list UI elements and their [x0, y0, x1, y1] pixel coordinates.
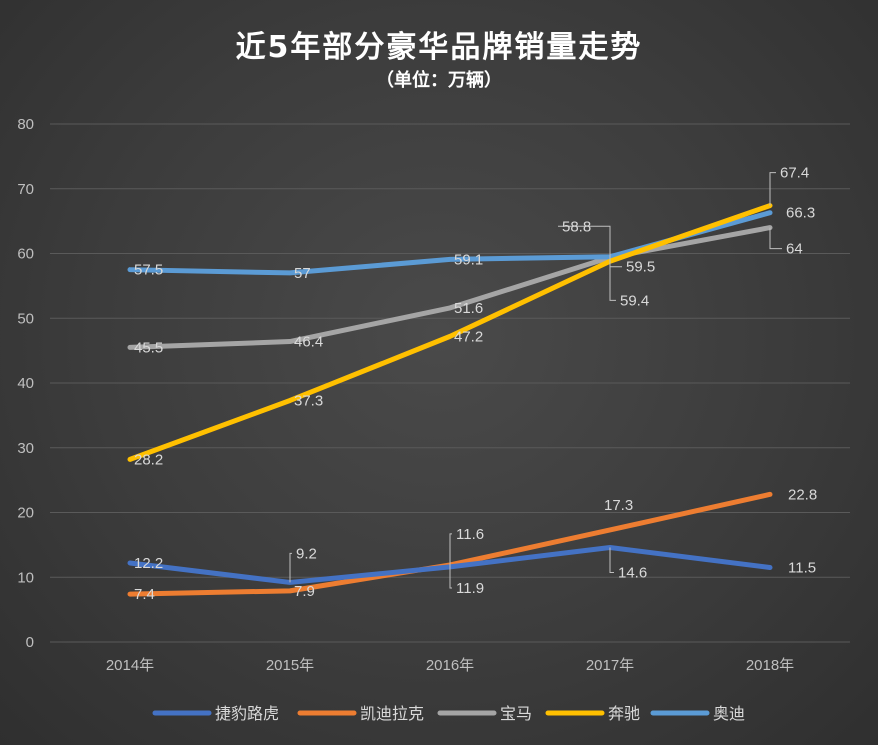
x-tick-label: 2015年 — [266, 657, 314, 674]
data-label: 66.3 — [786, 205, 815, 222]
x-tick-label: 2018年 — [746, 657, 794, 674]
data-label: 11.9 — [456, 580, 484, 597]
data-label: 59.4 — [620, 292, 649, 309]
data-label-leader — [609, 257, 616, 301]
y-tick-label: 70 — [17, 181, 34, 198]
data-label-leader — [449, 564, 452, 589]
data-label: 7.4 — [134, 586, 155, 603]
data-label: 59.1 — [454, 251, 483, 268]
legend-label: 奥迪 — [713, 704, 745, 723]
data-label: 11.5 — [788, 560, 816, 577]
y-tick-label: 40 — [17, 375, 34, 392]
data-label: 22.8 — [788, 486, 817, 503]
x-tick-label: 2016年 — [426, 657, 474, 674]
legend-label: 宝马 — [500, 704, 532, 723]
data-label: 51.6 — [454, 300, 483, 317]
y-tick-label: 50 — [17, 310, 34, 327]
data-label: 46.4 — [294, 334, 323, 351]
series-line-5 — [127, 210, 773, 276]
y-tick-label: 60 — [17, 246, 34, 263]
data-label: 28.2 — [134, 451, 163, 468]
chart-title: 近5年部分豪华品牌销量走势 — [235, 30, 643, 65]
data-label: 57 — [294, 265, 311, 282]
data-label: 14.6 — [618, 564, 647, 581]
y-tick-label: 10 — [17, 569, 34, 586]
data-label: 7.9 — [294, 583, 315, 600]
data-label: 12.2 — [134, 555, 163, 572]
chart-subtitle: （单位：万辆） — [376, 70, 502, 91]
legend-label: 奔驰 — [608, 704, 640, 723]
x-tick-label: 2014年 — [106, 657, 154, 674]
y-tick-label: 30 — [17, 440, 34, 457]
data-label: 58.8 — [562, 218, 591, 235]
legend-label: 捷豹路虎 — [215, 704, 279, 723]
data-label: 57.5 — [134, 262, 163, 279]
data-label: 11.6 — [456, 526, 484, 543]
data-label: 47.2 — [454, 328, 483, 345]
data-label: 45.5 — [134, 339, 163, 356]
data-label: 67.4 — [780, 165, 809, 182]
data-label-leader — [558, 225, 611, 262]
data-label: 37.3 — [294, 392, 323, 409]
data-label-leader — [609, 547, 614, 573]
series-line-4 — [127, 203, 773, 462]
data-label: 9.2 — [296, 545, 317, 562]
data-label: 59.5 — [626, 259, 655, 276]
y-tick-label: 80 — [17, 116, 34, 133]
series-line-3 — [127, 225, 773, 350]
data-label-leader — [769, 227, 782, 250]
data-label: 64 — [786, 241, 803, 258]
x-tick-label: 2017年 — [586, 657, 634, 674]
data-label-leader — [289, 552, 292, 583]
y-tick-label: 0 — [26, 634, 34, 651]
data-label-leader — [769, 172, 776, 206]
data-label-leader — [449, 533, 452, 567]
legend-label: 凯迪拉克 — [360, 704, 424, 723]
y-tick-label: 20 — [17, 505, 34, 522]
data-label-leader — [609, 256, 622, 268]
data-label: 17.3 — [604, 497, 633, 514]
